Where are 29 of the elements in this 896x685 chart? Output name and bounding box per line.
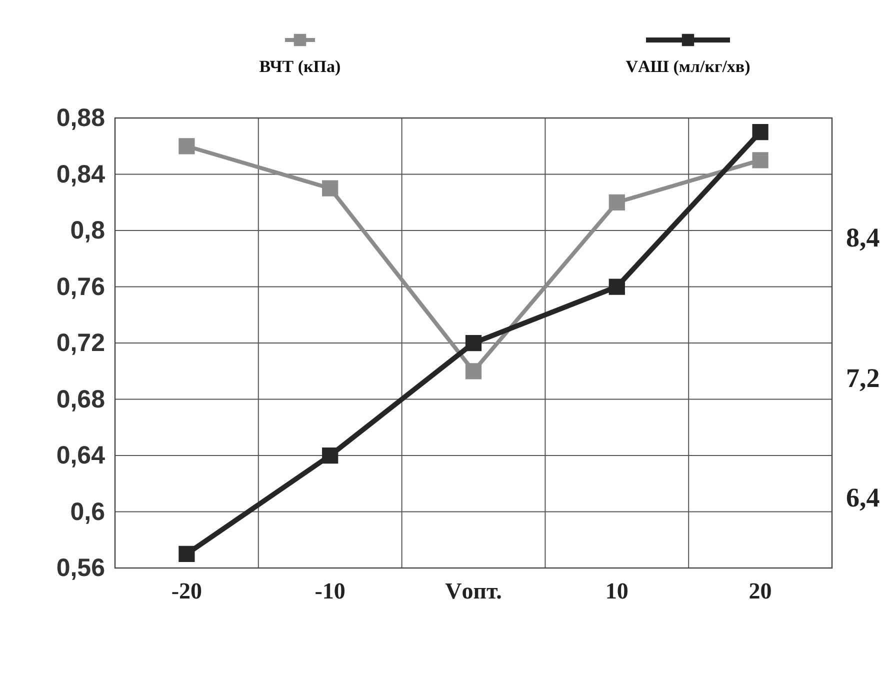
x-tick-label: Vопт. [445, 578, 502, 604]
y-tick-label: 0,6 [70, 498, 105, 526]
point [465, 334, 482, 352]
x-tick-label: 10 [605, 578, 628, 604]
y-tick-label: 0,76 [56, 272, 105, 301]
x-tick-label: -20 [171, 578, 202, 604]
point [322, 447, 338, 464]
y-tick-label: 0,8 [70, 216, 106, 244]
x-tick-label: -10 [314, 578, 346, 604]
point [322, 180, 338, 196]
y-tick-label: 0,72 [56, 329, 105, 357]
point [752, 152, 768, 168]
y-tick-label: 0,68 [56, 385, 106, 414]
point [178, 138, 195, 154]
y-tick-label: 0,84 [56, 160, 106, 188]
text: 7,2 [846, 363, 880, 394]
y-tick-label: 0,64 [56, 442, 106, 470]
text: 6,4 [846, 482, 880, 513]
y-tick-label: 0,56 [56, 554, 105, 582]
point [752, 124, 768, 140]
legend-label: ВЧТ (кПа) [259, 57, 341, 76]
point [465, 363, 482, 380]
x-tick-label: 20 [748, 578, 772, 604]
point [178, 546, 195, 562]
y-tick-label: 0,88 [56, 104, 106, 132]
legend-label: VАШ (мл/кг/хв) [626, 57, 750, 76]
point [608, 278, 625, 295]
text: 8,4 [846, 222, 880, 253]
point [608, 194, 625, 210]
